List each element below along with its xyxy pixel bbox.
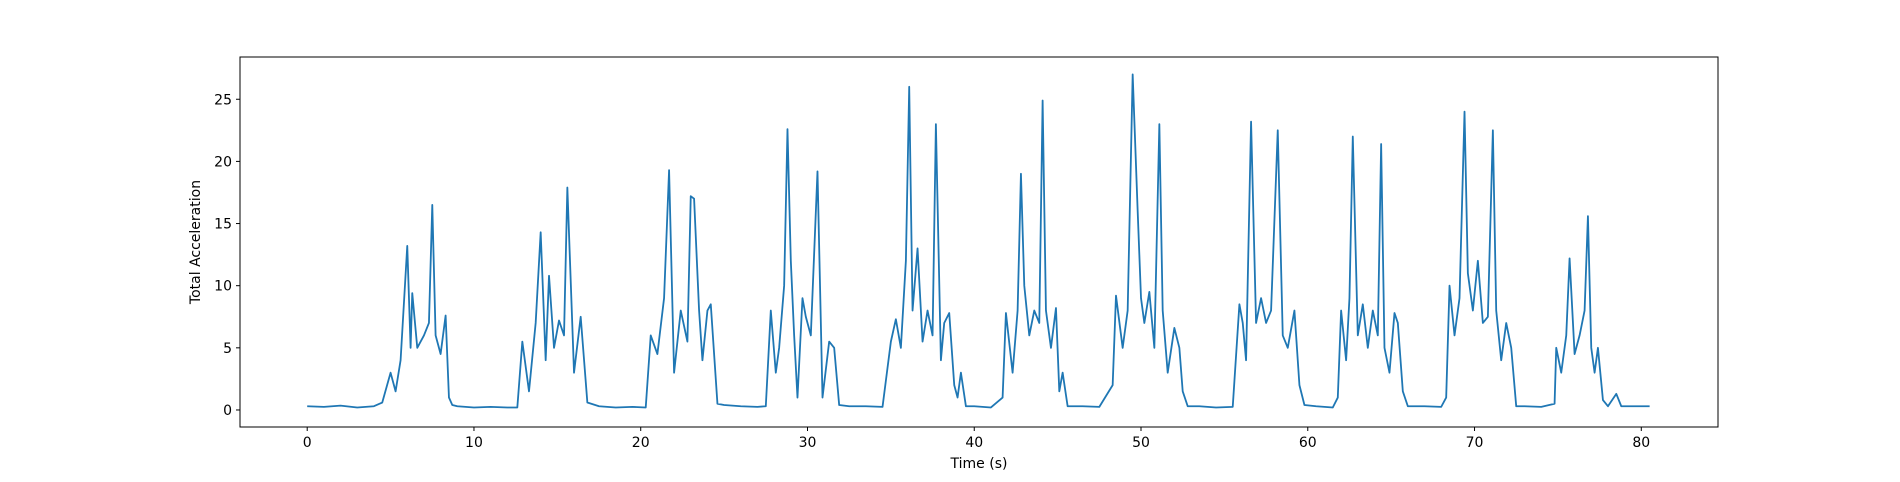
x-tick-label: 0 xyxy=(303,435,312,451)
x-tick-label: 40 xyxy=(965,435,983,451)
x-tick-label: 50 xyxy=(1132,435,1150,451)
plot-frame xyxy=(239,56,1719,428)
y-tick-label: 5 xyxy=(223,341,232,357)
y-tick-label: 15 xyxy=(214,217,232,233)
x-tick-label: 80 xyxy=(1632,435,1650,451)
x-tick-label: 30 xyxy=(799,435,817,451)
x-axis-label: Time (s) xyxy=(950,456,1008,472)
y-tick-label: 20 xyxy=(214,154,232,170)
x-tick-label: 70 xyxy=(1466,435,1484,451)
y-tick-label: 10 xyxy=(214,279,232,295)
y-tick-label: 25 xyxy=(214,92,232,108)
y-tick-label: 0 xyxy=(223,403,232,419)
data-line xyxy=(307,73,1650,409)
x-tick-label: 10 xyxy=(465,435,483,451)
y-axis-label: Total Acceleration xyxy=(188,180,204,305)
x-tick-label: 20 xyxy=(632,435,650,451)
x-tick-label: 60 xyxy=(1299,435,1317,451)
